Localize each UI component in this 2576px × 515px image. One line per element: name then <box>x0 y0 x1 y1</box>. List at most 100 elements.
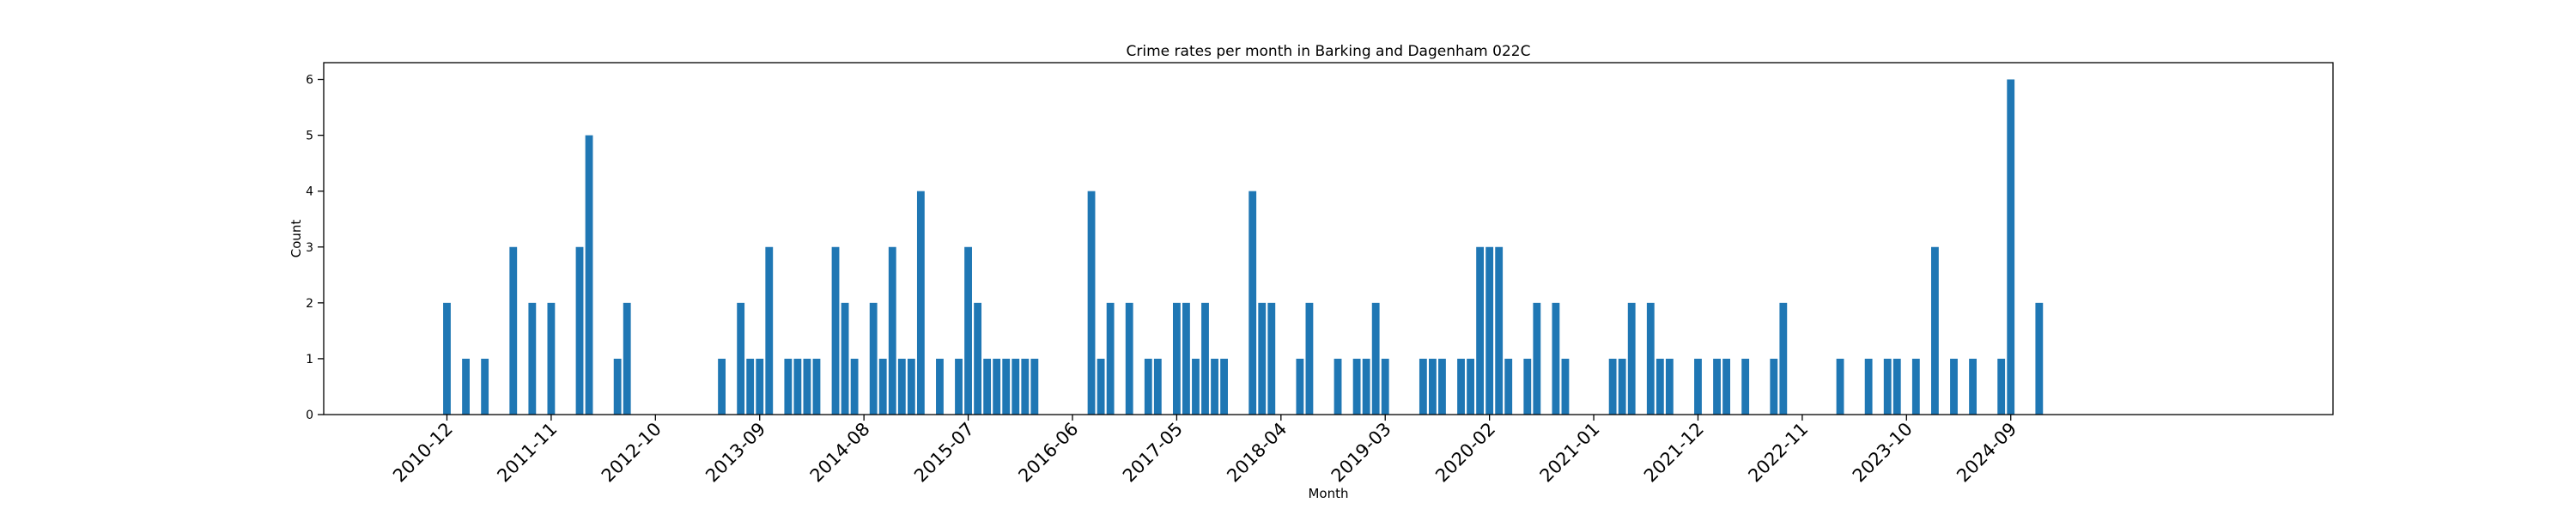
bar-2013-08 <box>746 358 755 415</box>
bar-2016-09 <box>1097 358 1105 415</box>
y-axis: 0 1 2 3 4 5 6 <box>306 74 324 422</box>
x-tick-label: 2018-04 <box>1223 419 1291 487</box>
bar-2011-11 <box>547 302 556 415</box>
y-tick-label: 4 <box>306 185 313 199</box>
x-tick-label: 2016-06 <box>1014 419 1082 487</box>
bar-2017-02 <box>1144 358 1152 415</box>
bar-2022-02 <box>1713 358 1721 415</box>
bar-2014-12 <box>897 358 906 415</box>
bar-2023-09 <box>1893 358 1901 415</box>
y-axis-label: Count <box>289 220 304 258</box>
x-tick-label: 2021-12 <box>1640 419 1708 487</box>
bar-2017-07 <box>1192 358 1200 415</box>
x-tick-label: 2023-10 <box>1849 419 1917 487</box>
bar-2019-12 <box>1467 358 1474 415</box>
bar-2021-12 <box>1694 358 1702 415</box>
bar-2015-04 <box>936 358 944 415</box>
bar-2018-07 <box>1305 302 1314 415</box>
bar-2017-09 <box>1211 358 1218 415</box>
bar-2014-05 <box>831 246 840 415</box>
bar-2015-01 <box>907 358 915 415</box>
x-tick-label: 2012-10 <box>598 419 665 487</box>
bar-2024-03 <box>1950 358 1958 415</box>
bar-2016-01 <box>1021 358 1030 415</box>
bar-2015-11 <box>1002 358 1011 415</box>
bar-2024-05 <box>1969 358 1977 415</box>
bar-2013-12 <box>784 358 793 415</box>
x-tick-label: 2010-12 <box>389 419 457 487</box>
bar-2015-09 <box>983 358 992 415</box>
y-tick-label: 1 <box>306 353 313 367</box>
bar-2021-05 <box>1627 302 1636 415</box>
bar-2016-08 <box>1087 191 1096 415</box>
bar-2023-08 <box>1883 358 1892 415</box>
bar-2011-07 <box>509 246 518 415</box>
x-tick-label: 2017-05 <box>1119 419 1187 487</box>
bar-2024-09 <box>2007 79 2015 415</box>
bar-2021-03 <box>1608 358 1617 415</box>
x-tick-label: 2011-11 <box>493 419 561 487</box>
bar-2016-12 <box>1125 302 1133 415</box>
bar-2022-09 <box>1779 302 1788 415</box>
bar-2012-06 <box>613 358 622 415</box>
bar-2015-08 <box>974 302 982 415</box>
bar-2018-06 <box>1296 358 1304 415</box>
bar-2020-03 <box>1495 246 1504 415</box>
bar-2015-02 <box>916 191 925 415</box>
x-tick-label: 2020-02 <box>1431 419 1499 487</box>
x-tick-label: 2019-03 <box>1327 419 1395 487</box>
bar-2019-09 <box>1438 358 1446 415</box>
x-tick-label: 2014-08 <box>806 419 874 487</box>
bar-2019-01 <box>1362 358 1370 415</box>
bar-2018-03 <box>1267 302 1276 415</box>
bar-2019-08 <box>1429 358 1437 415</box>
bar-2018-02 <box>1258 302 1267 415</box>
bar-2016-10 <box>1106 302 1115 415</box>
x-tick-label: 2015-07 <box>910 419 978 487</box>
bar-2012-07 <box>623 302 631 415</box>
bar-2019-07 <box>1419 358 1427 415</box>
bar-2015-06 <box>955 358 963 415</box>
bar-2014-07 <box>850 358 859 415</box>
bar-2017-10 <box>1220 358 1228 415</box>
bar-2014-02 <box>803 358 811 415</box>
bar-2024-12 <box>2035 302 2044 415</box>
plot-frame <box>323 62 2334 415</box>
bar-2015-10 <box>993 358 1001 415</box>
y-tick-label: 0 <box>306 409 313 422</box>
bar-2021-07 <box>1646 302 1655 415</box>
bar-2022-03 <box>1722 358 1730 415</box>
bar-2014-11 <box>888 246 896 415</box>
bar-2020-06 <box>1523 358 1532 415</box>
y-tick-label: 6 <box>306 74 313 88</box>
bar-2014-09 <box>869 302 878 415</box>
bar-2014-06 <box>841 302 849 415</box>
bar-2020-02 <box>1485 246 1494 415</box>
bar-2021-08 <box>1656 358 1664 415</box>
bar-2014-01 <box>793 358 802 415</box>
bar-2019-02 <box>1371 302 1380 415</box>
bar-2023-06 <box>1864 358 1873 415</box>
bar-2024-08 <box>1997 358 2006 415</box>
bar-2022-08 <box>1770 358 1778 415</box>
x-tick-label: 2022-11 <box>1744 419 1812 487</box>
chart-title: Crime rates per month in Barking and Dag… <box>1127 43 1531 60</box>
x-tick-label: 2021-01 <box>1536 419 1604 487</box>
bar-2011-04 <box>481 358 489 415</box>
bar-2019-11 <box>1457 358 1465 415</box>
x-tick-label: 2013-09 <box>702 419 769 487</box>
y-tick-label: 2 <box>306 297 313 311</box>
bar-2011-02 <box>462 358 470 415</box>
bar-2020-10 <box>1561 358 1570 415</box>
bar-2018-12 <box>1352 358 1361 415</box>
bar-2010-12 <box>443 302 451 415</box>
bar-2013-05 <box>718 358 726 415</box>
x-axis-label: Month <box>1308 486 1348 501</box>
bar-2022-05 <box>1741 358 1750 415</box>
bar-2017-06 <box>1182 302 1190 415</box>
bar-2015-12 <box>1012 358 1020 415</box>
bar-2017-03 <box>1153 358 1162 415</box>
bar-2023-03 <box>1836 358 1844 415</box>
x-axis: 2010-12 2011-11 2012-10 2013-09 2014-08 2015-… <box>389 415 2020 487</box>
